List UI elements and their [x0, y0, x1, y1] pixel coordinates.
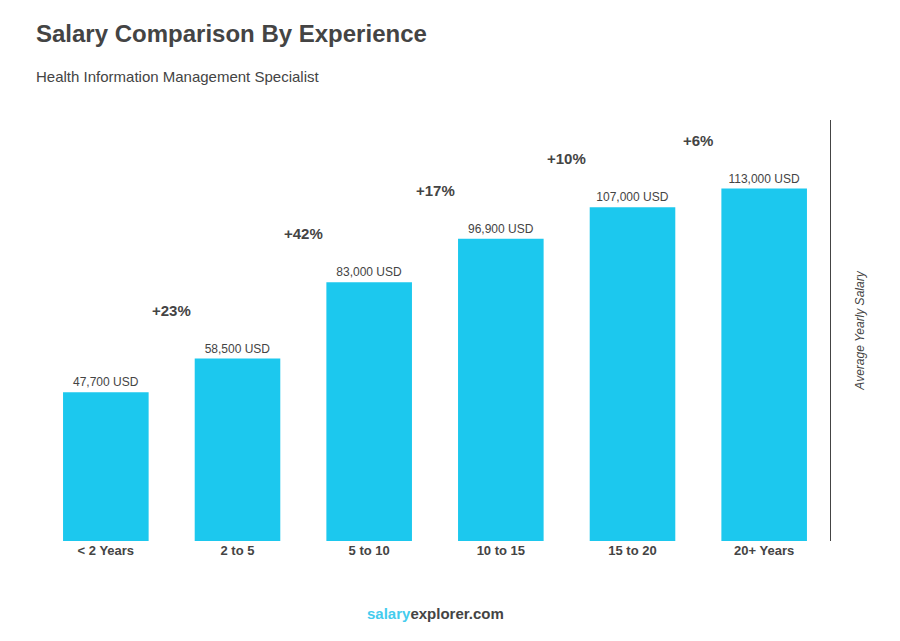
- svg-text:15 to 20: 15 to 20: [608, 543, 656, 558]
- svg-text:< 2 Years: < 2 Years: [78, 543, 135, 558]
- svg-text:+23%: +23%: [152, 302, 191, 319]
- svg-text:58,500 USD: 58,500 USD: [205, 342, 271, 356]
- svg-text:+10%: +10%: [547, 150, 586, 167]
- svg-text:113,000 USD: 113,000 USD: [728, 172, 799, 186]
- svg-text:Health Information Management: Health Information Management Specialist: [36, 68, 319, 85]
- svg-text:2 to 5: 2 to 5: [221, 543, 255, 558]
- svg-text:salaryexplorer.com: salaryexplorer.com: [367, 605, 504, 622]
- svg-text:+42%: +42%: [284, 225, 323, 242]
- svg-text:83,000 USD: 83,000 USD: [336, 265, 402, 279]
- svg-text:+17%: +17%: [416, 182, 455, 199]
- svg-text:20+ Years: 20+ Years: [734, 543, 794, 558]
- svg-text:Average Yearly Salary: Average Yearly Salary: [853, 270, 867, 390]
- svg-text:10 to 15: 10 to 15: [477, 543, 525, 558]
- svg-text:Salary Comparison By Experienc: Salary Comparison By Experience: [36, 20, 427, 47]
- svg-text:5 to 10: 5 to 10: [349, 543, 390, 558]
- svg-text:107,000 USD: 107,000 USD: [596, 190, 668, 204]
- svg-text:96,900 USD: 96,900 USD: [468, 222, 534, 236]
- svg-text:47,700 USD: 47,700 USD: [73, 375, 139, 389]
- svg-text:+6%: +6%: [683, 132, 713, 149]
